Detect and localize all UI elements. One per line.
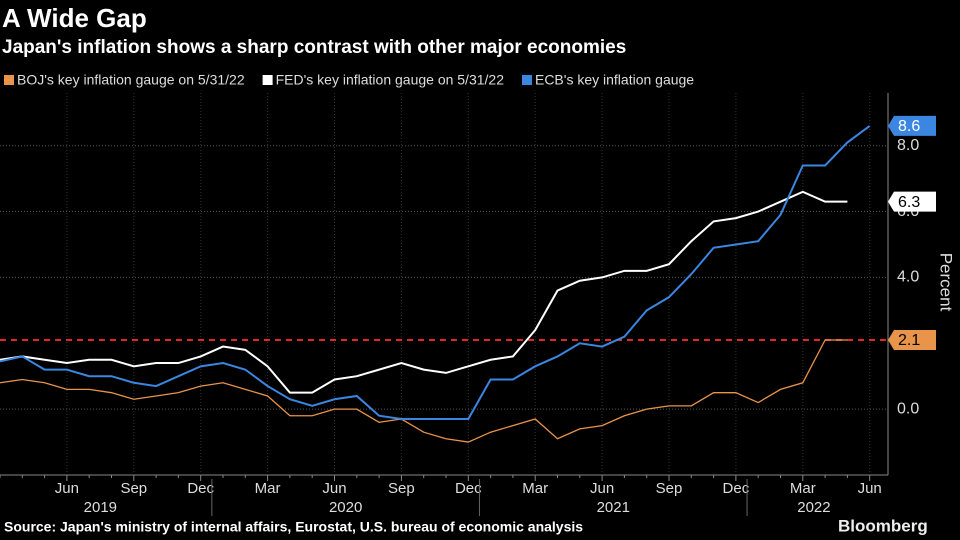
- x-group-label: 2020: [329, 499, 362, 516]
- chart-subtitle: Japan's inflation shows a sharp contrast…: [2, 37, 626, 58]
- y-tick-label: 4.0: [897, 269, 919, 286]
- legend-label: BOJ's key inflation gauge on 5/31/22: [17, 72, 245, 88]
- end-label-box: [888, 191, 936, 212]
- legend-swatch: [4, 75, 14, 85]
- x-group-label: 2021: [597, 499, 630, 516]
- x-tick-label: Sep: [388, 480, 415, 497]
- x-tick-label: Mar: [522, 480, 548, 497]
- brand: Bloomberg: [838, 516, 928, 535]
- x-tick-label: Mar: [790, 480, 816, 497]
- end-label-box: [888, 115, 936, 136]
- legend-label: FED's key inflation gauge on 5/31/22: [276, 72, 505, 88]
- x-tick-label: Sep: [656, 480, 683, 497]
- x-tick-label: Sep: [120, 480, 147, 497]
- x-tick-label: Jun: [55, 480, 79, 497]
- end-label: 6.3: [898, 194, 920, 211]
- end-label-box: [888, 329, 936, 350]
- x-tick-label: Jun: [322, 480, 346, 497]
- legend-swatch: [521, 75, 532, 85]
- series-line: [0, 339, 848, 443]
- x-tick-label: Jun: [858, 480, 882, 497]
- chart-title: A Wide Gap: [2, 3, 147, 33]
- legend-swatch: [262, 75, 273, 85]
- end-label: 2.1: [898, 332, 920, 349]
- x-tick-label: Dec: [187, 480, 214, 497]
- y-tick-label: 8.0: [897, 137, 919, 154]
- x-tick-label: Dec: [723, 480, 750, 497]
- x-group-label: 2022: [797, 499, 830, 516]
- series-line: [0, 125, 871, 421]
- legend-label: ECB's key inflation gauge: [535, 72, 694, 88]
- x-tick-label: Jun: [590, 480, 614, 497]
- y-axis-title: Percent: [937, 253, 956, 312]
- x-tick-label: Dec: [455, 480, 482, 497]
- series-line: [0, 190, 848, 394]
- y-tick-label: 0.0: [897, 400, 919, 417]
- x-tick-label: Mar: [255, 480, 281, 497]
- source: Source: Japan's ministry of internal aff…: [4, 519, 583, 535]
- end-label: 8.6: [898, 118, 920, 135]
- x-group-label: 2019: [84, 499, 117, 516]
